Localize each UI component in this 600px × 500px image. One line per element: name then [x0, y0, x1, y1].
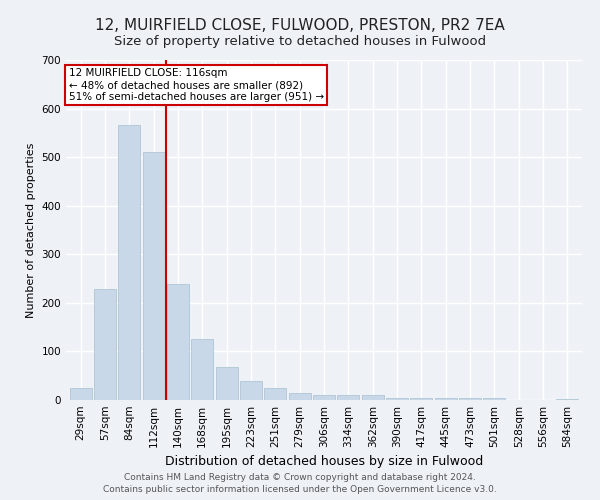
- Bar: [386, 398, 408, 400]
- Text: Contains HM Land Registry data © Crown copyright and database right 2024.
Contai: Contains HM Land Registry data © Crown c…: [103, 472, 497, 494]
- Bar: [70, 388, 92, 400]
- Bar: [435, 398, 457, 400]
- Bar: [313, 395, 335, 400]
- Bar: [118, 124, 140, 400]
- X-axis label: Distribution of detached houses by size in Fulwood: Distribution of detached houses by size …: [165, 456, 483, 468]
- Bar: [215, 367, 238, 400]
- Bar: [240, 380, 262, 400]
- Bar: [94, 290, 116, 400]
- Bar: [410, 398, 433, 400]
- Text: Size of property relative to detached houses in Fulwood: Size of property relative to detached ho…: [114, 35, 486, 48]
- Bar: [265, 388, 286, 400]
- Bar: [143, 152, 164, 400]
- Bar: [484, 398, 505, 400]
- Text: 12 MUIRFIELD CLOSE: 116sqm
← 48% of detached houses are smaller (892)
51% of sem: 12 MUIRFIELD CLOSE: 116sqm ← 48% of deta…: [68, 68, 324, 102]
- Bar: [556, 398, 578, 400]
- Text: 12, MUIRFIELD CLOSE, FULWOOD, PRESTON, PR2 7EA: 12, MUIRFIELD CLOSE, FULWOOD, PRESTON, P…: [95, 18, 505, 32]
- Bar: [289, 393, 311, 400]
- Bar: [459, 398, 481, 400]
- Y-axis label: Number of detached properties: Number of detached properties: [26, 142, 36, 318]
- Bar: [191, 340, 213, 400]
- Bar: [167, 284, 189, 400]
- Bar: [337, 395, 359, 400]
- Bar: [362, 395, 383, 400]
